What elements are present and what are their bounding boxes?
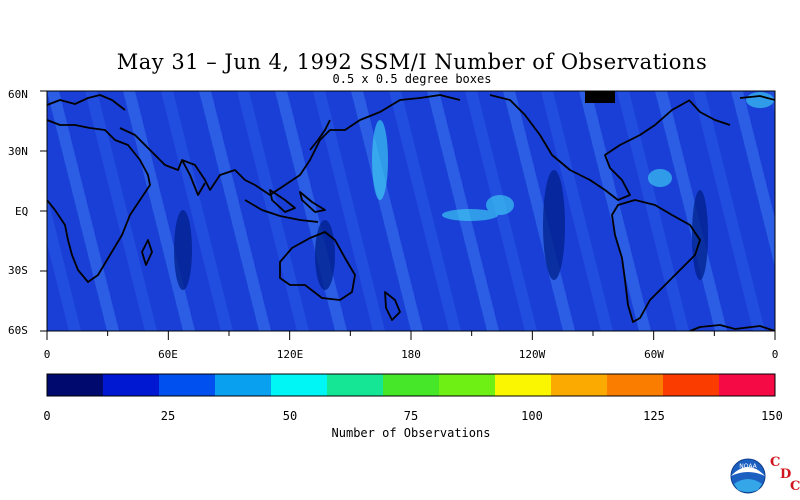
colorbar-swatch xyxy=(495,374,552,396)
cdc-letter: C xyxy=(790,479,800,494)
latitude-axis: 60N 30N EQ 30S 60S xyxy=(8,88,28,337)
colorbar-tick-label: 0 xyxy=(43,409,50,423)
colorbar-tick-label: 150 xyxy=(761,409,783,423)
colorbar-label: Number of Observations xyxy=(332,426,491,440)
map-title: May 31 – Jun 4, 1992 SSM/I Number of Obs… xyxy=(116,50,708,74)
lon-label-0-east: 0 xyxy=(772,348,779,361)
lat-label-60n: 60N xyxy=(8,88,28,101)
swath-stripe xyxy=(237,91,309,331)
swath-stripe xyxy=(0,91,5,331)
arctic-landmass xyxy=(585,91,615,103)
swath-stripe xyxy=(693,91,765,331)
lat-label-30s: 30S xyxy=(8,264,28,277)
colorbar-tick-label: 125 xyxy=(643,409,665,423)
lon-label-0: 0 xyxy=(44,348,51,361)
colorbar-swatch xyxy=(159,374,216,396)
swath-stripe xyxy=(731,91,775,267)
colorbar-ticks: 0 25 50 75 100 125 150 xyxy=(43,409,782,423)
lat-label-60s: 60S xyxy=(8,324,28,337)
swath-stripe xyxy=(161,91,233,331)
swath-stripe xyxy=(199,91,271,331)
colorbar-swatch xyxy=(327,374,384,396)
swath-stripe xyxy=(313,91,385,331)
longitude-axis: 0 60E 120E 180 120W 60W 0 xyxy=(44,348,779,361)
lon-label-60w: 60W xyxy=(644,348,664,361)
cdc-letter: C xyxy=(770,455,780,470)
colorbar-swatch xyxy=(719,374,776,396)
lon-label-180: 180 xyxy=(401,348,421,361)
lat-label-30n: 30N xyxy=(8,145,28,158)
colorbar-tick-label: 25 xyxy=(161,409,175,423)
lon-label-120w: 120W xyxy=(519,348,546,361)
colorbar-swatch xyxy=(215,374,272,396)
swath-stripe xyxy=(389,91,461,331)
colorbar-tick-label: 75 xyxy=(404,409,418,423)
swath-stripe xyxy=(617,91,689,331)
colorbar-swatch xyxy=(103,374,160,396)
swath-stripe xyxy=(85,91,157,331)
noaa-logo-text: NOAA xyxy=(739,463,757,470)
colorbar xyxy=(47,374,776,396)
colorbar-swatch xyxy=(663,374,720,396)
data-field xyxy=(0,91,775,331)
noaa-logo: NOAA xyxy=(730,458,766,494)
colorbar-swatch xyxy=(383,374,440,396)
colorbar-swatch xyxy=(607,374,664,396)
cdc-logo: C D C xyxy=(770,455,800,494)
colorbar-swatch xyxy=(439,374,496,396)
cdc-letter: D xyxy=(780,467,791,482)
low-observation-gaps xyxy=(174,170,708,290)
swath-stripe xyxy=(655,91,727,331)
lat-label-eq: EQ xyxy=(15,205,28,218)
colorbar-tick-label: 50 xyxy=(283,409,297,423)
colorbar-swatch xyxy=(271,374,328,396)
colorbar-frame xyxy=(46,373,776,397)
swath-stripe xyxy=(351,91,423,331)
colorbar-swatch xyxy=(47,374,104,396)
swath-stripe xyxy=(541,91,613,331)
lon-label-120e: 120E xyxy=(277,348,304,361)
coastlines xyxy=(47,94,775,331)
swath-stripe xyxy=(47,195,81,331)
colorbar-swatch xyxy=(551,374,608,396)
map-subtitle: 0.5 x 0.5 degree boxes xyxy=(332,72,492,86)
lon-label-60e: 60E xyxy=(158,348,178,361)
colorbar-tick-label: 100 xyxy=(521,409,543,423)
